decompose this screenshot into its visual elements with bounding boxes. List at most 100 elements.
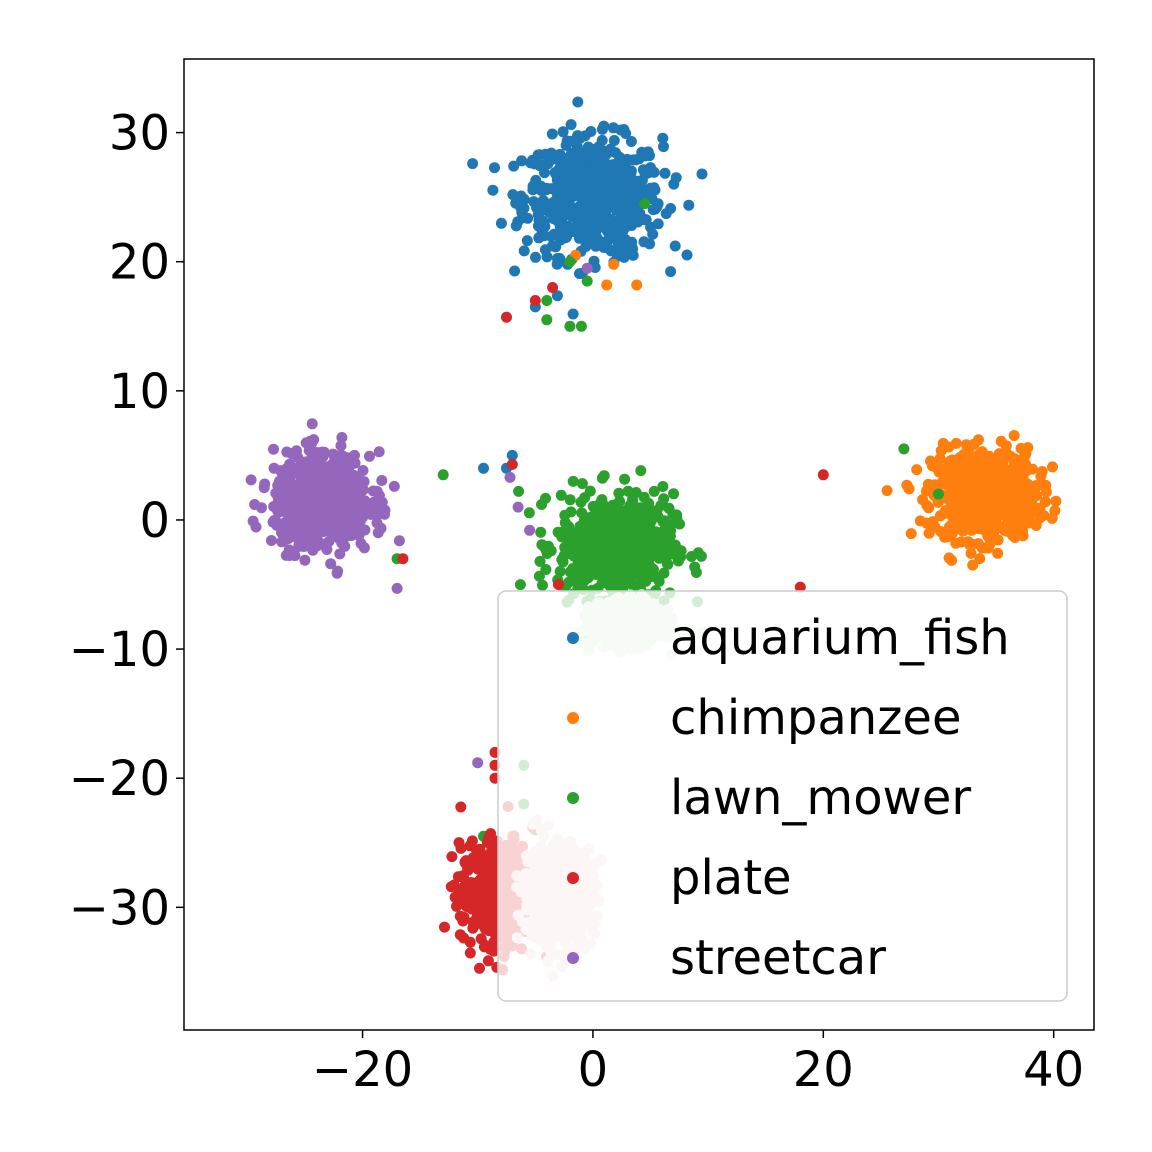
scatter-point [1008, 455, 1020, 467]
scatter-point [337, 508, 349, 520]
scatter-point [521, 235, 533, 247]
scatter-point [632, 523, 644, 535]
scatter-point [965, 547, 977, 559]
scatter-point [574, 268, 585, 280]
scatter-point [455, 801, 467, 813]
scatter-point [455, 842, 467, 854]
scatter-point [267, 516, 279, 528]
scatter-point [371, 505, 383, 517]
scatter-point [479, 923, 491, 935]
scatter-point [333, 458, 345, 470]
y-tick-label: 30 [109, 106, 170, 162]
scatter-point [696, 168, 708, 180]
scatter-point [607, 122, 619, 134]
scatter-point [968, 486, 980, 498]
scatter-point [560, 139, 572, 151]
scatter-point [653, 575, 665, 587]
scatter-point [943, 458, 955, 470]
scatter-point [586, 512, 597, 524]
scatter-point [950, 537, 962, 549]
scatter-point [515, 190, 527, 202]
scatter-point [307, 544, 319, 556]
scatter-point [514, 579, 526, 591]
scatter-point [359, 524, 371, 536]
scatter-point [581, 262, 593, 274]
scatter-point [596, 185, 607, 197]
scatter-point [1036, 466, 1048, 477]
scatter-point [601, 279, 613, 291]
scatter-point [541, 251, 553, 263]
scatter-point [299, 514, 311, 526]
scatter-point [794, 581, 806, 593]
scatter-point [532, 149, 544, 161]
plot-frame [183, 58, 1095, 1031]
scatter-point [636, 569, 648, 581]
scatter-point [578, 528, 590, 540]
scatter-point [946, 554, 958, 566]
scatter-point [532, 220, 544, 232]
scatter-point [508, 160, 520, 172]
scatter-point [518, 245, 530, 257]
scatter-point [281, 472, 293, 484]
scatter-point [638, 491, 650, 503]
scatter-point [454, 910, 466, 922]
scatter-point [581, 211, 593, 223]
scatter-point [646, 515, 657, 526]
scatter-point [990, 480, 1002, 492]
scatter-point [950, 471, 961, 483]
scatter-point [898, 443, 910, 455]
scatter-point [456, 893, 468, 905]
scatter-point [683, 199, 695, 211]
scatter-point [506, 458, 518, 470]
scatter-point [686, 551, 697, 562]
scatter-point [567, 529, 579, 541]
scatter-point [588, 162, 600, 174]
scatter-point [657, 481, 669, 492]
scatter-point [482, 955, 494, 967]
scatter-point [564, 320, 576, 332]
scatter-point [483, 875, 495, 886]
scatter-point [963, 464, 975, 476]
x-tick-label: 0 [578, 1042, 609, 1098]
axis-ticks: −20 0 20 40 30 20 10 0 −10 −20 −30 [69, 106, 1085, 1098]
scatter-point [570, 567, 582, 579]
scatter-point [495, 217, 507, 229]
scatter-point [534, 555, 546, 567]
series-aquarium_fish [467, 96, 708, 642]
scatter-point [613, 496, 625, 508]
scatter-point [928, 479, 940, 491]
scatter-point [245, 474, 257, 486]
scatter-point [299, 466, 311, 478]
scatter-point [357, 505, 368, 517]
scatter-point [1039, 496, 1051, 508]
scatter-point [337, 531, 349, 543]
scatter-point [437, 469, 449, 481]
scatter-point [458, 885, 470, 897]
scatter-point [631, 560, 643, 572]
scatter-point [344, 522, 356, 534]
scatter-point [614, 151, 626, 163]
scatter-point [516, 155, 528, 167]
legend-label: aquarium_fish [670, 610, 1010, 666]
scatter-point [1018, 464, 1030, 476]
scatter-point [641, 507, 653, 519]
scatter-point [567, 308, 579, 320]
scatter-point [629, 549, 640, 561]
scatter-point [541, 182, 553, 194]
scatter-point [583, 175, 595, 187]
scatter-point [934, 453, 946, 464]
scatter-point [554, 148, 566, 160]
scatter-point [489, 162, 500, 174]
scatter-point [608, 167, 620, 178]
scatter-point [635, 465, 647, 477]
scatter-point [472, 757, 484, 769]
scatter-point [951, 511, 963, 522]
scatter-point [515, 202, 527, 213]
scatter-point [540, 158, 552, 170]
scatter-point [446, 851, 458, 863]
scatter-point [473, 910, 485, 922]
scatter-point [478, 462, 489, 474]
scatter-point [272, 493, 284, 505]
scatter-point [265, 535, 277, 546]
